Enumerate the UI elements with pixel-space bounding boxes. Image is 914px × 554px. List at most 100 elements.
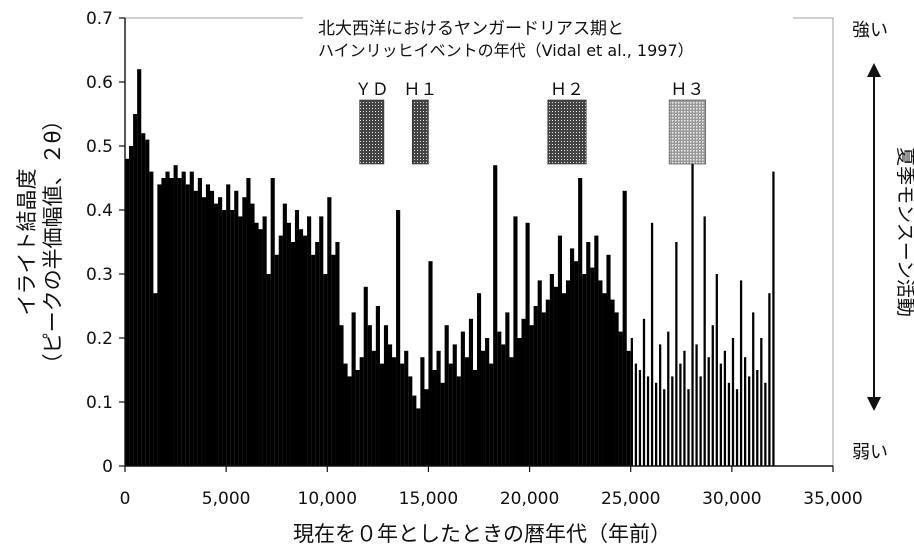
bar <box>679 363 682 466</box>
bar <box>719 363 722 466</box>
bar <box>258 229 263 466</box>
y-tick-label: 0.1 <box>86 393 113 413</box>
bar <box>282 203 287 466</box>
bar <box>254 222 259 466</box>
bar <box>424 389 429 466</box>
bar <box>408 376 413 466</box>
x-tick-label: 0 <box>120 489 131 509</box>
bar <box>379 363 385 466</box>
y-tick-label: 0.3 <box>86 265 113 285</box>
event-label: Ｈ３ <box>670 80 704 100</box>
bar <box>642 318 646 466</box>
x-tick-label: 10,000 <box>298 489 357 509</box>
bar <box>343 363 348 466</box>
bar <box>347 376 352 466</box>
title-box <box>303 12 793 64</box>
bar <box>711 325 714 466</box>
bar <box>638 370 642 466</box>
bar <box>521 318 526 466</box>
bar <box>234 190 239 467</box>
bar <box>448 363 453 466</box>
bar <box>250 203 255 466</box>
bar <box>189 171 194 466</box>
chart-title: 北大西洋におけるヤンガードリアス期と <box>318 19 624 39</box>
y-tick-label: 0.2 <box>86 329 113 349</box>
bar <box>468 318 474 466</box>
bar <box>278 235 283 466</box>
bar <box>173 165 178 466</box>
bar <box>436 350 441 466</box>
bar <box>695 344 698 466</box>
bar <box>303 235 308 466</box>
bar <box>315 242 320 466</box>
bar <box>205 184 211 466</box>
bar <box>185 184 190 466</box>
event-label: Ｈ２ <box>550 80 584 100</box>
bar <box>392 357 397 466</box>
bar <box>209 190 215 467</box>
event-label: ＹＤ <box>355 80 389 100</box>
bar <box>529 325 534 466</box>
event-box <box>359 99 385 165</box>
bar <box>517 338 522 466</box>
bar <box>723 350 727 466</box>
event-box <box>411 99 429 165</box>
bar <box>238 216 243 466</box>
bar <box>460 331 465 466</box>
monsoon-strong-label: 強い <box>852 20 888 41</box>
bar <box>298 229 304 466</box>
bar <box>141 133 146 466</box>
bar <box>493 165 498 466</box>
bar <box>331 254 336 466</box>
bar <box>149 171 154 466</box>
bar <box>743 357 747 466</box>
y-axis-label-line2: （ピークの半価幅値、２θ） <box>41 110 65 375</box>
bar <box>578 178 583 466</box>
bar <box>201 197 206 466</box>
bar <box>396 210 401 466</box>
bar <box>549 274 554 466</box>
bar <box>214 203 219 466</box>
bar <box>505 312 510 466</box>
bar <box>626 350 631 466</box>
bar <box>634 363 638 466</box>
bar <box>165 171 170 466</box>
bar <box>440 382 445 466</box>
x-tick-label: 5,000 <box>202 489 251 509</box>
bar <box>222 210 227 466</box>
bar <box>476 293 482 466</box>
bar <box>748 376 751 466</box>
bar <box>760 338 763 466</box>
bar <box>452 344 457 466</box>
bar <box>646 376 650 466</box>
bar <box>650 222 654 466</box>
bar <box>359 357 364 466</box>
bar <box>570 248 575 466</box>
bar <box>367 325 372 466</box>
x-tick-label: 15,000 <box>399 489 458 509</box>
bar <box>485 338 490 466</box>
bar <box>181 171 186 466</box>
bar <box>383 325 389 466</box>
bar <box>157 184 162 466</box>
event-box <box>668 99 706 165</box>
bar <box>481 350 486 466</box>
x-tick-label: 25,000 <box>601 489 660 509</box>
event-markers: ＹＤ Ｈ１ Ｈ２ Ｈ３ <box>355 80 706 165</box>
bar <box>375 306 380 466</box>
bar <box>561 293 567 466</box>
bar <box>557 235 563 466</box>
bar <box>533 306 538 466</box>
bar <box>161 178 166 466</box>
bar <box>675 242 678 466</box>
bar <box>339 325 344 466</box>
y-axis-label: イライト結晶度 （ピークの半価幅値、２θ） <box>15 110 65 375</box>
bar <box>545 299 550 466</box>
bar <box>667 331 670 466</box>
bar <box>752 312 755 466</box>
bar <box>772 171 775 466</box>
bar <box>351 312 356 466</box>
bar <box>489 363 494 466</box>
y-tick-label: 0.6 <box>86 73 113 93</box>
bar <box>242 197 247 466</box>
